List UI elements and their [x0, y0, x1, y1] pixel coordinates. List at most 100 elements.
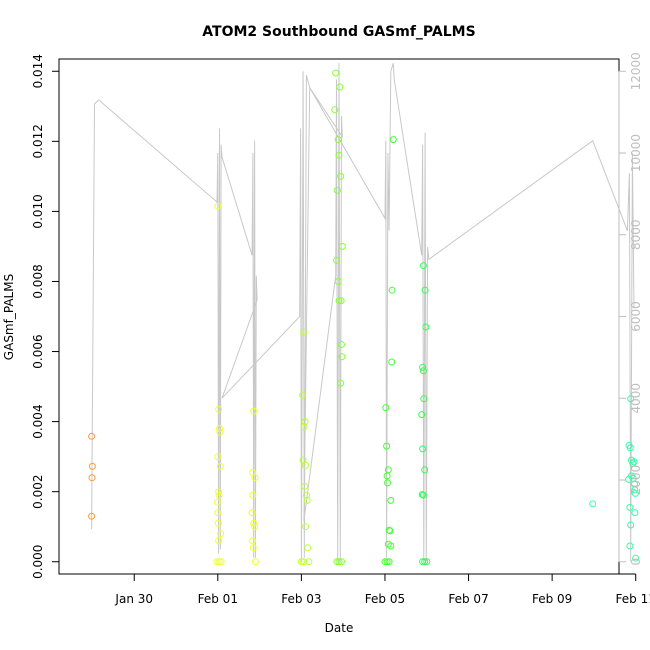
data-point [334, 278, 342, 285]
data-point [88, 474, 96, 482]
y2-tick-label: 0 [629, 558, 643, 566]
data-point [88, 462, 96, 470]
data-point [419, 558, 427, 566]
data-point [337, 172, 345, 180]
data-point [631, 486, 639, 494]
data-point [297, 558, 305, 566]
data-point [421, 466, 429, 474]
data-point [331, 106, 339, 114]
x-tick-label: Feb 07 [448, 592, 488, 606]
data-point [338, 353, 346, 361]
data-point [333, 256, 340, 264]
data-point [418, 491, 426, 498]
data-point [214, 202, 222, 210]
data-point [383, 558, 391, 566]
data-point [217, 558, 225, 566]
data-points-layer [88, 69, 640, 566]
data-point [216, 462, 224, 470]
x-tick-label: Feb 01 [198, 592, 238, 606]
data-point [338, 558, 345, 566]
data-point [213, 498, 221, 506]
data-point [589, 500, 597, 508]
data-point [303, 496, 311, 504]
y2-axis: 0 2000 4000 6000 8000 10000 12000 [618, 52, 643, 566]
x-tick-label: Feb 11 [616, 592, 650, 606]
data-point [88, 432, 96, 440]
data-point [625, 475, 633, 483]
y-axis: 0.000 0.002 0.004 0.006 0.008 0.010 0.012 0.014 [31, 54, 60, 579]
data-point [631, 509, 639, 517]
data-point [333, 186, 341, 194]
data-point [251, 474, 259, 482]
data-point [249, 544, 257, 552]
data-point [381, 558, 389, 566]
data-point [419, 445, 427, 453]
data-point [302, 491, 310, 499]
data-point [302, 523, 310, 531]
data-point [629, 460, 637, 468]
data-point [214, 453, 222, 461]
data-point [383, 442, 391, 450]
data-point [419, 363, 427, 371]
data-point [335, 297, 343, 305]
data-point [387, 542, 395, 550]
data-point [383, 472, 391, 480]
data-point [299, 391, 307, 399]
data-point [419, 491, 427, 499]
y2-tick-label: 2000 [629, 465, 643, 496]
data-point [213, 558, 221, 566]
data-point [420, 395, 428, 403]
x-tick-label: Feb 05 [365, 592, 405, 606]
data-point [214, 509, 222, 517]
y-tick-label: 0.014 [31, 54, 45, 88]
x-tick-label: Jan 30 [114, 592, 153, 606]
data-point [302, 461, 310, 469]
data-point [332, 69, 340, 77]
x-axis-label: Date [325, 621, 354, 635]
data-point [337, 297, 345, 305]
y2-tick-label: 12000 [629, 52, 643, 90]
y-tick-label: 0.000 [31, 545, 45, 579]
data-point [336, 83, 344, 91]
x-tick-label: Feb 03 [281, 592, 321, 606]
data-point [419, 262, 427, 270]
data-point [422, 323, 430, 331]
data-point [421, 286, 429, 294]
data-point [338, 341, 345, 348]
data-point [389, 136, 397, 144]
data-point [249, 537, 256, 545]
y-axis-label: GASmf_PALMS [2, 274, 16, 360]
y-tick-label: 0.002 [31, 474, 45, 508]
y-tick-label: 0.008 [31, 264, 45, 298]
data-point [338, 242, 346, 250]
data-point [384, 479, 391, 487]
data-point [626, 503, 634, 511]
data-point [250, 407, 258, 415]
data-point [214, 519, 222, 527]
y2-tick-label: 4000 [629, 383, 643, 414]
y-tick-label: 0.010 [31, 194, 45, 228]
data-point [300, 423, 308, 431]
data-point [249, 491, 257, 499]
data-point [382, 404, 390, 412]
data-point [216, 425, 223, 433]
data-point [334, 136, 342, 144]
x-axis: Jan 30 Feb 01 Feb 03 Feb 05 Feb 07 Feb 09 Feb … [114, 573, 650, 606]
data-point [627, 521, 635, 529]
data-point [301, 482, 309, 490]
x-tick-label: Feb 09 [532, 592, 572, 606]
altitude-line [91, 62, 635, 562]
data-point [385, 526, 393, 534]
y-tick-label: 0.006 [31, 334, 45, 368]
data-point [250, 519, 258, 527]
data-point [251, 523, 259, 531]
data-point [215, 488, 223, 496]
data-point [215, 537, 223, 545]
data-point [215, 491, 223, 499]
data-point [248, 509, 256, 517]
data-point [88, 512, 96, 520]
data-point [423, 558, 431, 566]
chart-title: ATOM2 Southbound GASmf_PALMS [202, 24, 475, 40]
data-point [305, 558, 313, 566]
